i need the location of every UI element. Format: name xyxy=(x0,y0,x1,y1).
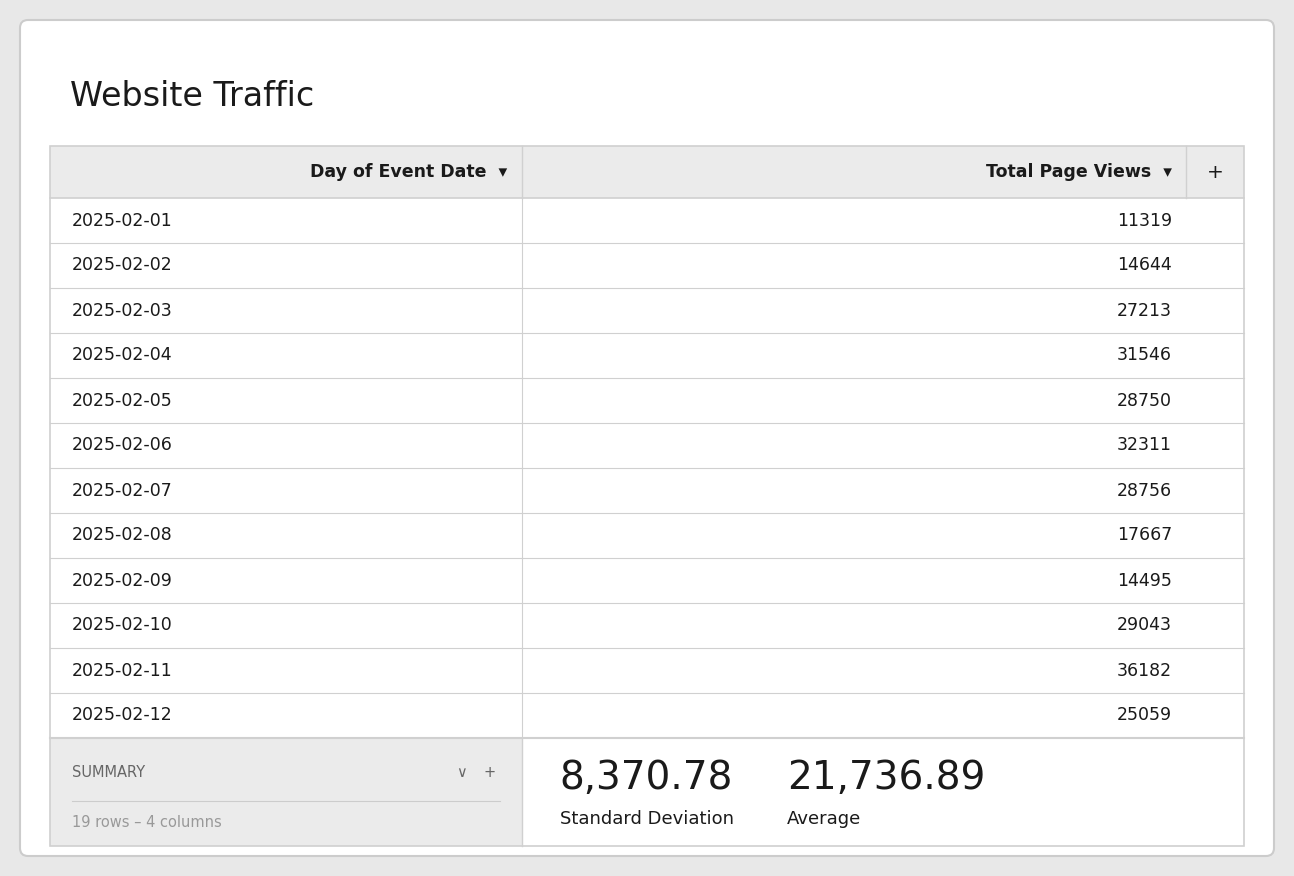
Text: 32311: 32311 xyxy=(1117,436,1172,455)
Text: ∨: ∨ xyxy=(457,765,467,780)
Text: 2025-02-07: 2025-02-07 xyxy=(72,482,173,499)
Text: 2025-02-02: 2025-02-02 xyxy=(72,257,173,274)
Text: 2025-02-05: 2025-02-05 xyxy=(72,392,173,409)
Text: 2025-02-03: 2025-02-03 xyxy=(72,301,173,320)
Text: 2025-02-10: 2025-02-10 xyxy=(72,617,173,634)
Text: Website Traffic: Website Traffic xyxy=(70,80,314,112)
Text: 19 rows – 4 columns: 19 rows – 4 columns xyxy=(72,815,221,830)
Text: 2025-02-04: 2025-02-04 xyxy=(72,347,172,364)
Text: 17667: 17667 xyxy=(1117,526,1172,545)
Text: 2025-02-08: 2025-02-08 xyxy=(72,526,173,545)
Text: 29043: 29043 xyxy=(1117,617,1172,634)
Text: 11319: 11319 xyxy=(1117,211,1172,230)
Text: 21,736.89: 21,736.89 xyxy=(787,759,985,797)
Text: 27213: 27213 xyxy=(1117,301,1172,320)
Text: 31546: 31546 xyxy=(1117,347,1172,364)
Bar xyxy=(50,738,521,846)
Text: 14495: 14495 xyxy=(1117,571,1172,590)
Bar xyxy=(50,146,1244,198)
Text: 36182: 36182 xyxy=(1117,661,1172,680)
Text: 25059: 25059 xyxy=(1117,707,1172,724)
Text: 8,370.78: 8,370.78 xyxy=(559,759,732,797)
Text: 2025-02-01: 2025-02-01 xyxy=(72,211,173,230)
Text: 2025-02-12: 2025-02-12 xyxy=(72,707,173,724)
Text: 14644: 14644 xyxy=(1117,257,1172,274)
Text: +: + xyxy=(484,765,496,780)
Text: SUMMARY: SUMMARY xyxy=(72,765,145,780)
Text: +: + xyxy=(1206,163,1223,181)
Text: 28756: 28756 xyxy=(1117,482,1172,499)
Text: 2025-02-09: 2025-02-09 xyxy=(72,571,173,590)
Bar xyxy=(50,146,1244,846)
Text: Average: Average xyxy=(787,810,861,828)
Text: 28750: 28750 xyxy=(1117,392,1172,409)
Text: 2025-02-11: 2025-02-11 xyxy=(72,661,173,680)
Text: Day of Event Date  ▾: Day of Event Date ▾ xyxy=(311,163,507,181)
Text: 2025-02-06: 2025-02-06 xyxy=(72,436,173,455)
Text: Total Page Views  ▾: Total Page Views ▾ xyxy=(986,163,1172,181)
Text: Standard Deviation: Standard Deviation xyxy=(559,810,734,828)
FancyBboxPatch shape xyxy=(19,20,1275,856)
